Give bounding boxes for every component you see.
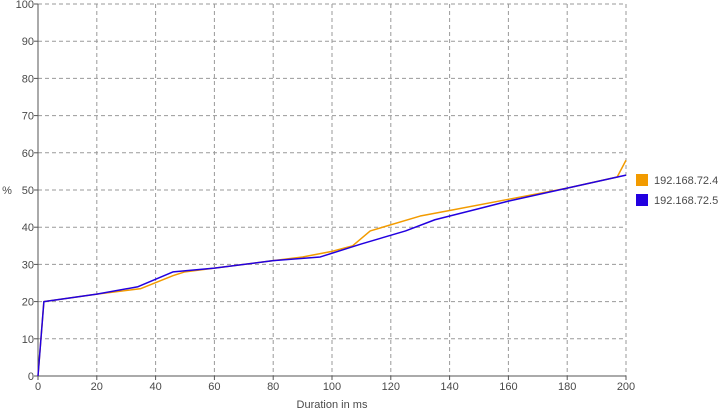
series-lines [37, 159, 627, 377]
x-tick-label: 160 [499, 381, 517, 393]
legend-swatch [636, 194, 648, 206]
y-tick-label: 100 [16, 0, 34, 11]
grid [38, 3, 627, 376]
x-tick-label: 140 [440, 381, 458, 393]
y-tick-label: 30 [22, 259, 34, 271]
x-tick-label: 60 [208, 381, 220, 393]
y-axis-label: % [2, 185, 12, 197]
y-tick-label: 70 [22, 111, 34, 123]
y-tick-label: 50 [22, 185, 34, 197]
y-tick-label: 60 [22, 148, 34, 160]
x-tick-label: 0 [35, 381, 41, 393]
x-tick-label: 180 [558, 381, 576, 393]
y-tick-label: 10 [22, 334, 34, 346]
x-tick-label: 200 [617, 381, 635, 393]
axes: 0 20 40 60 80 100 120 140 160 180 200 0 10 20 30 40 50 60… [16, 0, 636, 393]
x-tick-label: 40 [149, 381, 161, 393]
legend-label: 192.168.72.5 [654, 195, 718, 207]
legend-swatch [636, 174, 648, 186]
y-tick-label: 40 [22, 222, 34, 234]
series-line-1 [37, 159, 627, 377]
y-tick-label: 20 [22, 297, 34, 309]
x-axis-label: Duration in ms [297, 399, 368, 411]
series-line-2 [37, 174, 627, 377]
x-tick-label: 80 [267, 381, 279, 393]
y-tick-label: 80 [22, 73, 34, 85]
x-tick-label: 100 [323, 381, 341, 393]
x-tick-label: 20 [91, 381, 103, 393]
x-tick-label: 120 [382, 381, 400, 393]
legend-label: 192.168.72.4 [654, 175, 718, 187]
y-tick-label: 90 [22, 36, 34, 48]
y-tick-label: 0 [28, 371, 34, 383]
legend: 192.168.72.4 192.168.72.5 [636, 174, 718, 207]
